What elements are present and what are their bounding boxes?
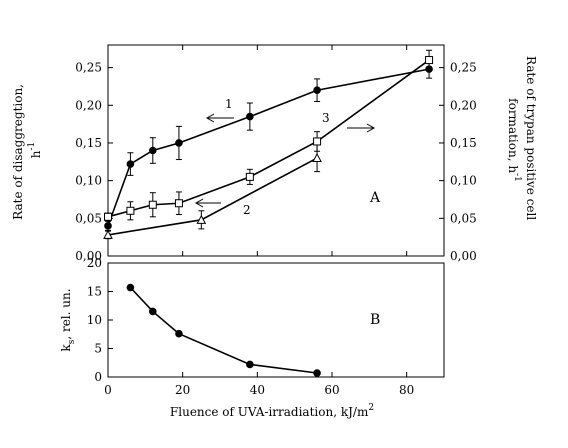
curve-label-1: 1 xyxy=(225,97,233,111)
panel-a-right-tick-label: 0,05 xyxy=(450,211,477,225)
x-axis-title: Fluence of UVA-irradiation, kJ/m2 xyxy=(170,403,374,419)
series-1-point xyxy=(104,222,112,230)
series-1-point xyxy=(126,160,135,168)
x-axis-title-sup: 2 xyxy=(368,403,374,413)
panel-a-left-tick-label: 0,10 xyxy=(75,174,102,188)
panel-b-x-tick-label: 60 xyxy=(324,383,339,397)
panel-a-left-tick-label: 0,25 xyxy=(75,61,102,75)
series-3-point xyxy=(104,212,112,221)
series-3-point xyxy=(174,199,183,208)
arrow-curve-3-right xyxy=(347,123,376,133)
panel-a-label: A xyxy=(369,190,381,206)
left-axis-title-sup: -1 xyxy=(27,142,37,151)
right-axis-title-sup: -1 xyxy=(512,173,522,182)
series-2-point xyxy=(103,229,113,239)
series-3-line xyxy=(107,59,430,218)
panel-a-right-tick-label: 0,00 xyxy=(450,249,477,263)
series-2-point xyxy=(312,152,322,163)
panel-b-point xyxy=(126,283,135,292)
x-axis-title-main: Fluence of UVA-irradiation, kJ/m xyxy=(170,405,369,419)
curve-label-2: 2 xyxy=(243,203,251,217)
series-3-point xyxy=(313,137,322,146)
series-3-point xyxy=(425,56,434,65)
right-axis-title-line2: formation, h xyxy=(506,98,520,173)
panel-b-point xyxy=(246,360,254,369)
panel-b-x-tick-label: 0 xyxy=(104,383,112,397)
panel-b-point xyxy=(175,329,183,338)
panel-b-point xyxy=(149,307,157,316)
panel-a-right-tick-label: 0,25 xyxy=(450,61,477,75)
data-series xyxy=(103,49,434,377)
panel-a-left-tick-label: 0,15 xyxy=(75,136,102,150)
series-3-point xyxy=(126,206,135,215)
series-2-line xyxy=(107,157,318,236)
series-1-point xyxy=(149,146,157,155)
curve-label-3: 3 xyxy=(322,111,330,125)
right-axis-title-line1: Rate of trypan positive cell xyxy=(524,56,538,220)
panel-a-right-tick-label: 0,15 xyxy=(450,136,477,150)
panel-b-point xyxy=(313,369,321,377)
panel-a-frame xyxy=(107,44,445,257)
series-3-point xyxy=(148,200,157,209)
panel-b-left-tick-label: 0 xyxy=(94,370,102,384)
left-axis-title-line2: h xyxy=(29,150,43,158)
panel-b-series-line xyxy=(129,286,318,374)
ks-main: k xyxy=(59,344,73,352)
panel-a-right-tick-label: 0,10 xyxy=(450,174,477,188)
series-3-point xyxy=(245,172,254,181)
panel-b-left-tick-label: 5 xyxy=(94,342,102,356)
panel-a-right-axis-title: Rate of trypan positive cell formation, … xyxy=(506,56,538,224)
panel-b-left-tick-label: 20 xyxy=(87,256,102,270)
series-1-point xyxy=(246,112,254,121)
panel-a-right-tick-label: 0,20 xyxy=(450,98,477,112)
panel-a-left-tick-label: 0,00 xyxy=(75,249,102,263)
panel-b-label: B xyxy=(370,312,380,328)
panel-a-left-axis-title: Rate of disaggregtion, h-1 xyxy=(11,80,43,220)
panel-b-left-axis-title: ks, rel. un. xyxy=(59,288,77,351)
arrow-curve-1-left xyxy=(205,113,234,123)
series-2-point xyxy=(196,214,207,224)
panel-a-left-tick-label: 0,20 xyxy=(75,98,102,112)
series-1-point xyxy=(175,139,183,147)
panel-b-left-tick-label: 15 xyxy=(87,285,102,299)
panel-b-frame xyxy=(107,262,445,378)
ks-sub: s xyxy=(67,339,77,344)
left-axis-title-line1: Rate of disaggregtion, xyxy=(11,84,25,220)
ks-rest: , rel. un. xyxy=(59,288,73,339)
panel-b-x-tick-label: 20 xyxy=(175,383,190,397)
axes-ticks: 0,00 0,05 0,10 0,15 0,20 0,25 0,00 0,05 0,10 0,15… xyxy=(75,45,477,397)
panel-b-x-tick-label: 40 xyxy=(250,383,265,397)
series-1-point xyxy=(313,86,321,95)
panel-b-left-tick-label: 10 xyxy=(87,313,102,327)
panel-b-x-tick-label: 80 xyxy=(399,383,414,397)
arrow-curve-2-left xyxy=(194,198,221,208)
panel-a-left-tick-label: 0,05 xyxy=(75,211,102,225)
